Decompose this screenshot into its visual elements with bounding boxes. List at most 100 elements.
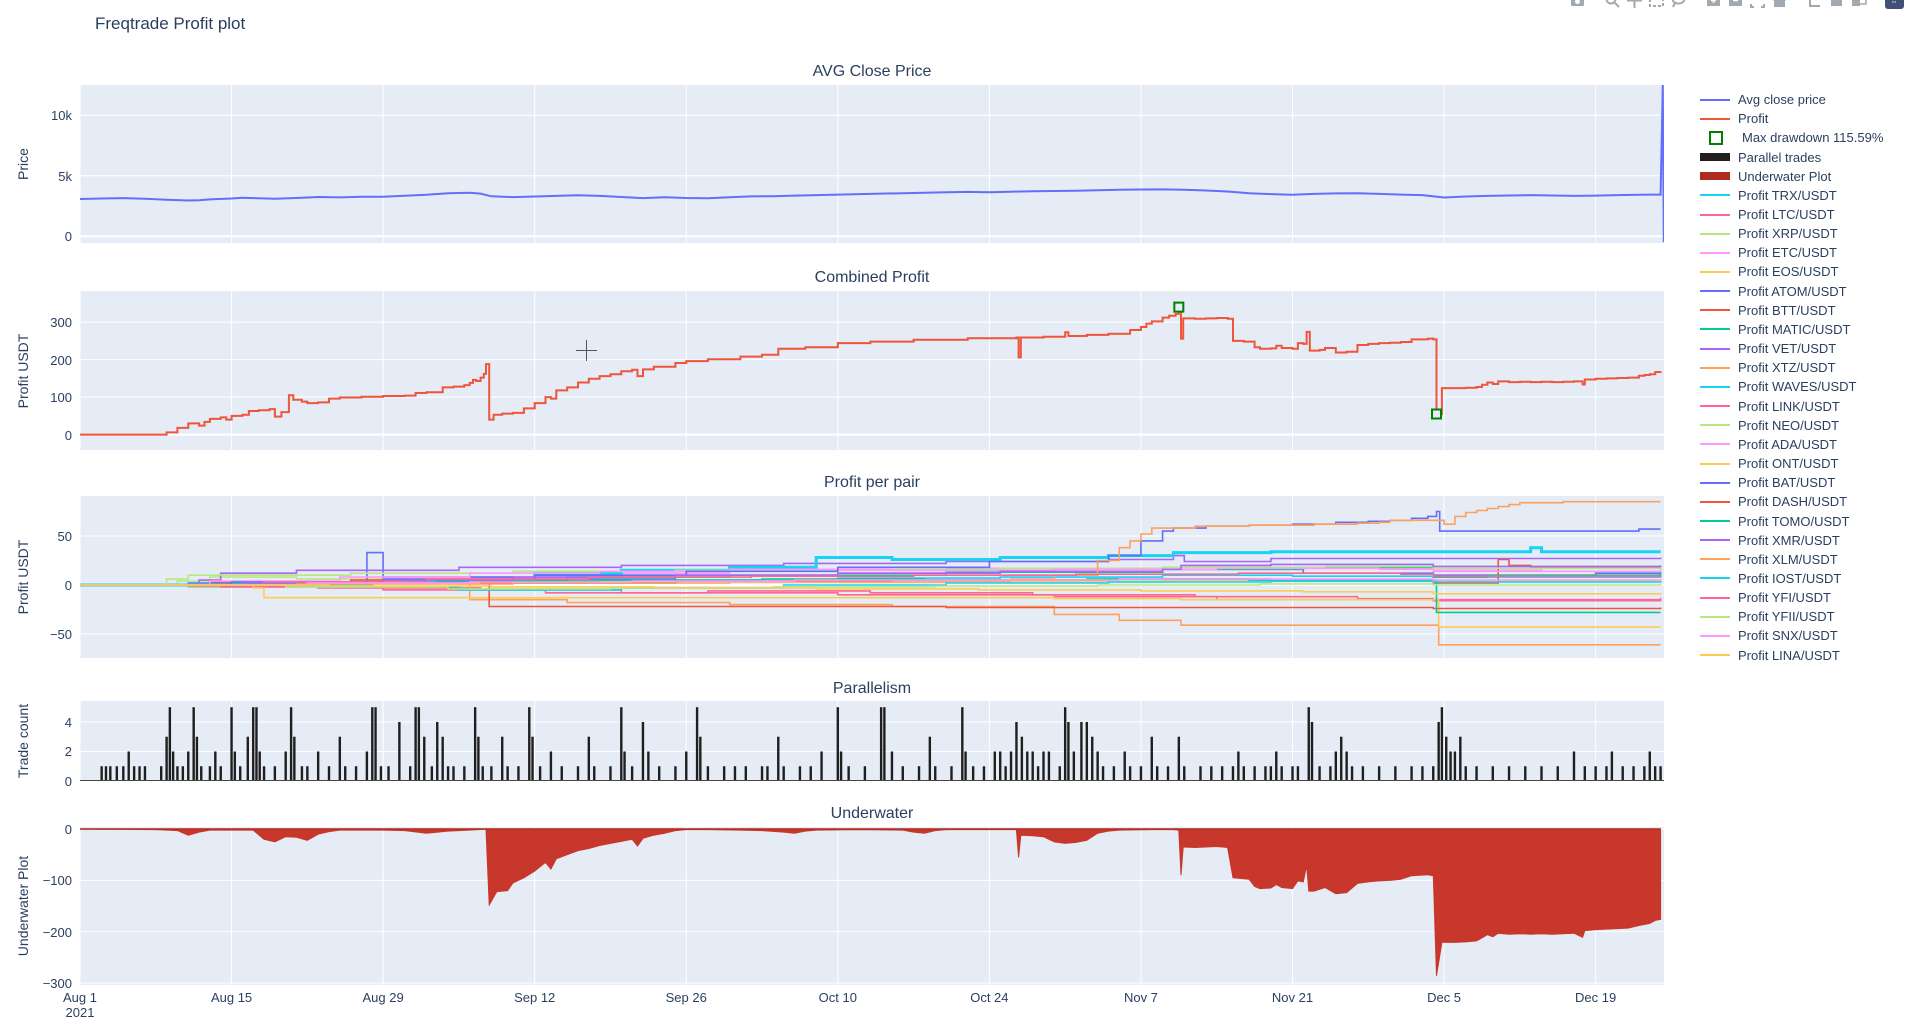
trade-count-bar xyxy=(1047,751,1051,781)
profit-per-pair-plot[interactable] xyxy=(80,496,1664,658)
combined-profit-plot[interactable] xyxy=(80,291,1664,450)
y-tick-label: 300 xyxy=(50,315,72,331)
legend-swatch xyxy=(1700,577,1730,580)
legend-item-profit-link-usdt[interactable]: Profit LINK/USDT xyxy=(1700,397,1908,416)
trade-count-bar xyxy=(463,766,466,781)
trade-count-bar xyxy=(917,766,921,781)
trade-count-bar xyxy=(766,766,769,781)
legend-label: Profit ADA/USDT xyxy=(1738,436,1837,452)
legend-item-profit-dash-usdt[interactable]: Profit DASH/USDT xyxy=(1700,492,1908,511)
trade-count-bar xyxy=(200,766,203,781)
plotly-logo[interactable]: ⠿ xyxy=(1885,0,1904,9)
spikeline-icon[interactable] xyxy=(1806,0,1823,9)
legend-item-profit-vet-usdt[interactable]: Profit VET/USDT xyxy=(1700,339,1908,358)
legend-item-profit-neo-usdt[interactable]: Profit NEO/USDT xyxy=(1700,416,1908,435)
trade-count-bar xyxy=(593,766,596,781)
legend-item-profit-atom-usdt[interactable]: Profit ATOM/USDT xyxy=(1700,282,1908,301)
pair-line-snx xyxy=(80,578,1662,586)
trade-count-bar xyxy=(695,707,699,781)
legend-item-profit[interactable]: Profit xyxy=(1700,109,1908,128)
legend-item-profit-xrp-usdt[interactable]: Profit XRP/USDT xyxy=(1700,224,1908,243)
box-select-icon[interactable] xyxy=(1648,0,1665,9)
page-title: Freqtrade Profit plot xyxy=(95,14,246,33)
underwater-plot[interactable] xyxy=(80,827,1664,985)
pair-line-vet xyxy=(80,554,1662,586)
legend-item-profit-etc-usdt[interactable]: Profit ETC/USDT xyxy=(1700,243,1908,262)
legend-item-profit-bat-usdt[interactable]: Profit BAT/USDT xyxy=(1700,473,1908,492)
legend-item-profit-ltc-usdt[interactable]: Profit LTC/USDT xyxy=(1700,205,1908,224)
legend-item-profit-btt-usdt[interactable]: Profit BTT/USDT xyxy=(1700,301,1908,320)
legend-item-profit-eos-usdt[interactable]: Profit EOS/USDT xyxy=(1700,262,1908,281)
legend-item-profit-xmr-usdt[interactable]: Profit XMR/USDT xyxy=(1700,531,1908,550)
trade-count-bar xyxy=(538,766,542,781)
legend-item-profit-ada-usdt[interactable]: Profit ADA/USDT xyxy=(1700,435,1908,454)
legend-swatch xyxy=(1700,520,1730,523)
y-tick-label: 0 xyxy=(64,774,72,789)
trade-count-bar xyxy=(423,736,426,781)
legend-label: Profit EOS/USDT xyxy=(1738,264,1839,280)
legend-item-profit-trx-usdt[interactable]: Profit TRX/USDT xyxy=(1700,186,1908,205)
trade-count-bar xyxy=(1091,736,1094,781)
y-tick-label: 0 xyxy=(64,427,72,443)
reset-axes-icon[interactable] xyxy=(1771,0,1788,9)
trade-count-bar xyxy=(1643,766,1646,781)
y-tick-label: 4 xyxy=(64,714,72,730)
trade-count-bar xyxy=(473,707,477,781)
legend-label: Profit DASH/USDT xyxy=(1738,494,1848,510)
trade-count-bar xyxy=(408,766,412,781)
trade-count-bar xyxy=(501,736,504,781)
avg-close-price-plot[interactable] xyxy=(80,85,1664,243)
pan-icon[interactable] xyxy=(1626,0,1643,9)
zoom-icon[interactable] xyxy=(1604,0,1621,9)
legend-item-profit-yfii-usdt[interactable]: Profit YFII/USDT xyxy=(1700,607,1908,626)
trade-count-bar xyxy=(293,736,296,781)
trade-count-bar xyxy=(1020,736,1024,781)
legend-item-underwater-plot[interactable]: Underwater Plot xyxy=(1700,167,1908,186)
trade-count-bar xyxy=(379,766,383,781)
trade-count-bar xyxy=(252,707,255,781)
legend-swatch xyxy=(1700,500,1730,503)
zoom-out-icon[interactable] xyxy=(1727,0,1744,9)
trade-count-bar xyxy=(100,766,103,781)
hover-compare-icon[interactable] xyxy=(1850,0,1867,9)
hover-closest-icon[interactable] xyxy=(1828,0,1845,9)
trade-count-bar xyxy=(132,766,136,781)
lasso-select-icon[interactable] xyxy=(1670,0,1687,9)
legend-item-profit-ont-usdt[interactable]: Profit ONT/USDT xyxy=(1700,454,1908,473)
autoscale-icon[interactable] xyxy=(1749,0,1766,9)
legend-item-parallel-trades[interactable]: Parallel trades xyxy=(1700,147,1908,166)
trade-count-bar xyxy=(338,736,342,781)
trade-count-bar xyxy=(1440,707,1444,781)
zoom-in-icon[interactable] xyxy=(1705,0,1722,9)
trade-count-bar xyxy=(1610,751,1614,781)
legend-item-profit-snx-usdt[interactable]: Profit SNX/USDT xyxy=(1700,626,1908,645)
trade-count-bar xyxy=(1183,766,1186,781)
subplot-title-combined-profit: Combined Profit xyxy=(814,269,930,286)
x-tick-label: Dec 19 xyxy=(1575,990,1617,1005)
legend-item-profit-xtz-usdt[interactable]: Profit XTZ/USDT xyxy=(1700,358,1908,377)
y-axis-title-underwater-plot: Underwater Plot xyxy=(15,855,31,957)
legend-item-profit-waves-usdt[interactable]: Profit WAVES/USDT xyxy=(1700,377,1908,396)
legend-item-profit-matic-usdt[interactable]: Profit MATIC/USDT xyxy=(1700,320,1908,339)
legend-item-max-drawdown-115-59-[interactable]: Max drawdown 115.59% xyxy=(1700,128,1908,147)
pair-line-link xyxy=(80,584,1662,601)
parallelism-plot[interactable] xyxy=(80,701,1664,781)
legend-item-avg-close-price[interactable]: Avg close price xyxy=(1700,90,1908,109)
trade-count-bar xyxy=(1009,751,1013,781)
legend-swatch xyxy=(1700,634,1730,637)
camera-icon[interactable] xyxy=(1569,0,1586,9)
legend-label: Profit YFII/USDT xyxy=(1738,609,1835,625)
trade-count-bar xyxy=(531,736,534,781)
legend-item-profit-yfi-usdt[interactable]: Profit YFI/USDT xyxy=(1700,588,1908,607)
trade-count-bar xyxy=(733,766,737,781)
legend-item-profit-tomo-usdt[interactable]: Profit TOMO/USDT xyxy=(1700,511,1908,530)
legend-swatch xyxy=(1700,558,1730,561)
x-tick-label: Dec 5 xyxy=(1427,990,1462,1005)
trade-count-bar xyxy=(1583,766,1587,781)
trade-count-bar xyxy=(609,766,612,781)
trade-count-bar xyxy=(641,721,645,781)
trade-count-bar xyxy=(517,766,520,781)
legend-item-profit-iost-usdt[interactable]: Profit IOST/USDT xyxy=(1700,569,1908,588)
legend-item-profit-xlm-usdt[interactable]: Profit XLM/USDT xyxy=(1700,550,1908,569)
legend-item-profit-lina-usdt[interactable]: Profit LINA/USDT xyxy=(1700,646,1908,665)
